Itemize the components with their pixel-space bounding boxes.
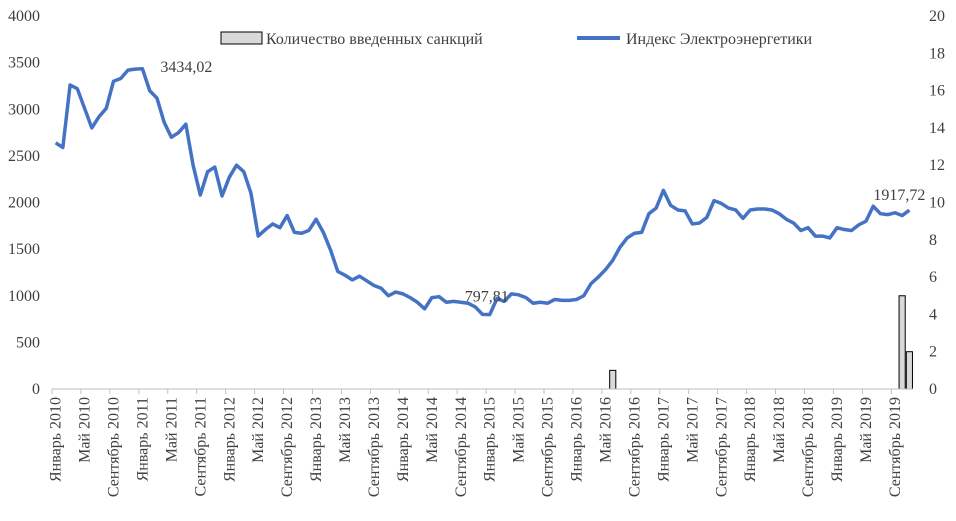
bar-series bbox=[609, 295, 913, 390]
x-tick-label: Январь 2019 bbox=[829, 397, 846, 482]
x-tick-label: Май 2019 bbox=[858, 397, 875, 463]
x-tick-label: Январь 2010 bbox=[48, 397, 65, 482]
y-right-tick-label: 20 bbox=[929, 8, 945, 25]
x-tick-label: Сентябрь 2018 bbox=[800, 397, 817, 497]
x-tick-label: Сентябрь 2019 bbox=[887, 397, 904, 497]
x-tick-label: Май 2014 bbox=[424, 397, 441, 463]
line-series bbox=[54, 67, 911, 317]
y-left-tick-label: 1500 bbox=[8, 241, 40, 258]
x-tick-label: Май 2011 bbox=[163, 397, 180, 462]
annotations: 3434,02 797,81 1917,72 bbox=[160, 59, 925, 306]
legend-bar-swatch bbox=[220, 31, 263, 45]
y-right-tick-label: 14 bbox=[929, 120, 945, 137]
bar bbox=[898, 295, 906, 390]
legend-bar-label: Количество введенных санкций bbox=[266, 31, 483, 48]
x-tick-label: Сентябрь 2016 bbox=[626, 397, 643, 497]
index-line bbox=[54, 67, 911, 317]
y-left-tick-label: 500 bbox=[16, 334, 40, 351]
data-annotation: 797,81 bbox=[465, 289, 509, 306]
x-tick-label: Январь 2018 bbox=[742, 397, 759, 482]
x-tick-label: Январь 2015 bbox=[482, 397, 499, 482]
x-tick-label: Сентябрь 2017 bbox=[713, 397, 730, 497]
data-annotation: 3434,02 bbox=[160, 59, 212, 76]
y-left-tick-label: 3000 bbox=[8, 101, 40, 118]
x-tick-label: Май 2017 bbox=[684, 397, 701, 463]
x-tick-label: Январь 2013 bbox=[308, 397, 325, 482]
axes bbox=[51, 388, 913, 394]
data-annotation: 1917,72 bbox=[873, 187, 925, 204]
y-right-tick-label: 12 bbox=[929, 157, 945, 174]
bar bbox=[905, 351, 913, 390]
x-tick-label: Май 2018 bbox=[771, 397, 788, 463]
x-tick-label: Январь 2016 bbox=[569, 397, 586, 482]
y-right-tick-label: 0 bbox=[929, 381, 937, 398]
y-right-tick-label: 4 bbox=[929, 306, 937, 323]
x-tick-label: Сентябрь 2010 bbox=[106, 397, 123, 497]
x-tick-label: Сентябрь 2015 bbox=[540, 397, 557, 497]
x-tick-label: Январь 2017 bbox=[655, 397, 672, 482]
x-tick-label: Сентябрь 2012 bbox=[279, 397, 296, 497]
x-tick-label: Май 2016 bbox=[598, 397, 615, 463]
legend: Количество введенных санкций Индекс Элек… bbox=[220, 31, 813, 48]
y-right-tick-label: 18 bbox=[929, 45, 945, 62]
x-tick-label: Сентябрь 2011 bbox=[192, 397, 209, 497]
y-right-tick-label: 16 bbox=[929, 83, 945, 100]
x-tick-label: Январь 2011 bbox=[134, 397, 151, 481]
y-right-tick-label: 6 bbox=[929, 269, 937, 286]
bar bbox=[609, 369, 617, 390]
y-left-tick-label: 3500 bbox=[8, 55, 40, 72]
x-tick-label: Май 2013 bbox=[337, 397, 354, 463]
x-tick-label: Сентябрь 2013 bbox=[366, 397, 383, 497]
y-left-tick-label: 1000 bbox=[8, 288, 40, 305]
x-tick-label: Май 2015 bbox=[511, 397, 528, 463]
x-tick-label: Май 2012 bbox=[250, 397, 267, 463]
y-left-tick-label: 4000 bbox=[8, 8, 40, 25]
x-tick-label: Январь 2012 bbox=[221, 397, 238, 482]
x-tick-label: Январь 2014 bbox=[395, 397, 412, 482]
y-right-tick-label: 2 bbox=[929, 344, 937, 361]
y-left-tick-label: 0 bbox=[32, 381, 40, 398]
y-left-tick-label: 2500 bbox=[8, 148, 40, 165]
x-tick-label: Май 2010 bbox=[77, 397, 94, 463]
legend-line-label: Индекс Электроэнергетики bbox=[626, 31, 813, 48]
tick-labels: 0500100015002000250030003500400002468101… bbox=[8, 8, 945, 497]
y-right-tick-label: 10 bbox=[929, 195, 945, 212]
x-tick-label: Сентябрь 2014 bbox=[453, 397, 470, 497]
y-right-tick-label: 8 bbox=[929, 232, 937, 249]
y-left-tick-label: 2000 bbox=[8, 195, 40, 212]
